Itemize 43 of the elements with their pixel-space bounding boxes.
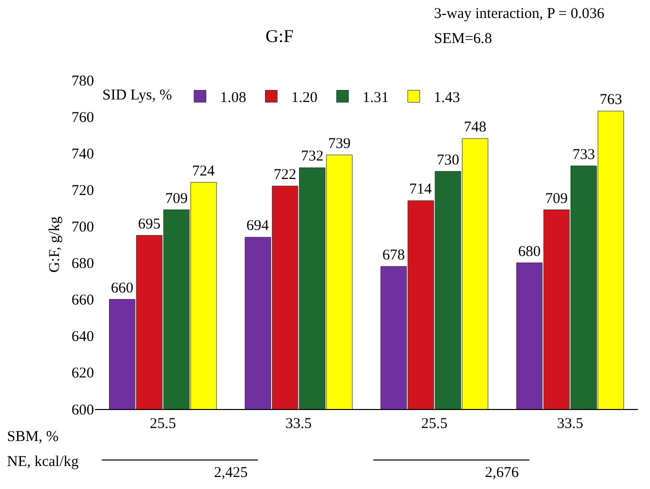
data-label: 732 bbox=[300, 148, 324, 165]
data-label: 733 bbox=[572, 146, 595, 163]
data-label: 730 bbox=[436, 152, 460, 168]
legend-label: 1.31 bbox=[362, 90, 389, 106]
legend-label: 1.08 bbox=[220, 90, 246, 106]
data-label: 660 bbox=[110, 280, 134, 296]
y-tick-label: 720 bbox=[72, 182, 94, 199]
text: 3-way interaction, P = 0.036 bbox=[434, 6, 605, 22]
data-label: 748 bbox=[464, 119, 486, 136]
data-label: 678 bbox=[382, 247, 405, 264]
y-axis-title: G:F, g/kg bbox=[46, 216, 63, 273]
text: NE, kcal/kg bbox=[7, 454, 80, 470]
y-tick-label: 740 bbox=[72, 146, 94, 162]
legend-label: 1.43 bbox=[434, 90, 460, 106]
y-tick-label: 600 bbox=[72, 402, 94, 418]
x-tick-label: 33.5 bbox=[286, 416, 312, 432]
text: 2,425 bbox=[214, 465, 248, 481]
y-tick-label: 780 bbox=[72, 73, 94, 90]
data-label: 709 bbox=[165, 190, 188, 207]
data-label: 694 bbox=[246, 218, 270, 234]
y-tick-label: 680 bbox=[72, 256, 94, 272]
data-label: 763 bbox=[600, 92, 622, 108]
y-tick-label: 640 bbox=[72, 329, 94, 346]
text: SEM=6.8 bbox=[434, 31, 492, 47]
legend-label: 1.20 bbox=[291, 90, 318, 106]
x-tick-label: 25.5 bbox=[150, 416, 176, 432]
y-tick-label: 620 bbox=[72, 366, 94, 382]
data-label: 695 bbox=[138, 216, 161, 232]
data-label: 724 bbox=[192, 163, 216, 180]
data-label: 714 bbox=[409, 182, 432, 198]
x-axis-title: SBM, % bbox=[7, 429, 59, 445]
data-label: 709 bbox=[545, 190, 568, 207]
chart-title: G:F bbox=[265, 26, 294, 46]
y-tick-label: 660 bbox=[72, 292, 94, 309]
data-label: 739 bbox=[328, 136, 351, 152]
text: 2,676 bbox=[485, 465, 520, 481]
y-tick-label: 760 bbox=[72, 110, 94, 126]
data-label: 680 bbox=[518, 244, 541, 260]
y-tick-label: 700 bbox=[72, 219, 94, 236]
x-tick-label: 33.5 bbox=[557, 416, 584, 432]
data-label: 722 bbox=[274, 167, 296, 184]
x-tick-label: 25.5 bbox=[421, 416, 448, 432]
legend-title: SID Lys, % bbox=[102, 88, 172, 104]
